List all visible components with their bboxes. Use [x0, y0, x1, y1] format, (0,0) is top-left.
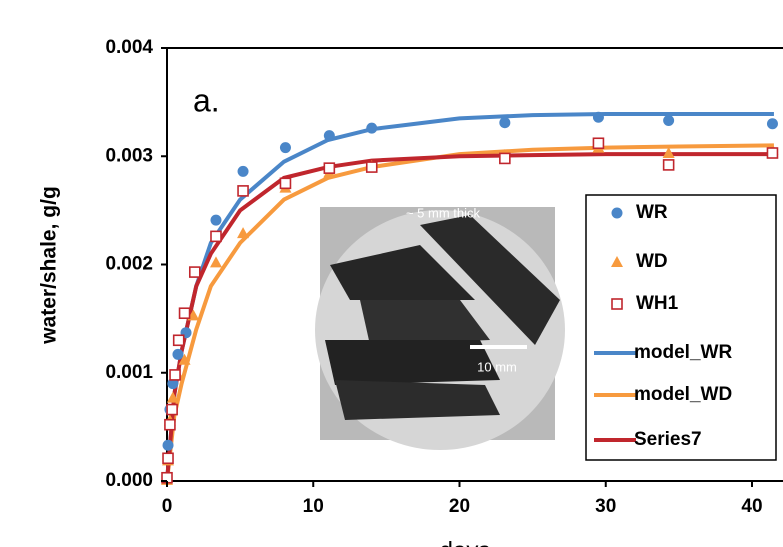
- inset-photo: [315, 207, 565, 450]
- point: [188, 266, 201, 278]
- point: [237, 227, 250, 239]
- point: [209, 256, 222, 268]
- point: [663, 115, 675, 127]
- legend-swatch: [611, 256, 623, 267]
- legend-label: WR: [636, 202, 668, 223]
- x-axis-label: days: [440, 537, 491, 547]
- point: [499, 117, 511, 129]
- point: [162, 439, 174, 451]
- x-tick-label: 40: [741, 496, 762, 517]
- x-tick-label: 30: [595, 496, 616, 517]
- y-tick-label: 0.004: [105, 37, 153, 58]
- point: [178, 353, 191, 365]
- point: [366, 122, 378, 134]
- point: [166, 391, 179, 403]
- x-tick-label: 10: [303, 496, 324, 517]
- panel-label: a.: [193, 82, 220, 118]
- point: [167, 378, 179, 390]
- point: [662, 159, 675, 171]
- legend-label: model_WR: [634, 342, 732, 363]
- point: [323, 130, 335, 142]
- point: [172, 348, 184, 360]
- x-tick-label: 20: [449, 496, 470, 517]
- point: [172, 334, 185, 347]
- y-tick-label: 0.001: [105, 362, 153, 383]
- legend-label: WH1: [636, 293, 679, 314]
- legend: [585, 194, 777, 461]
- point: [592, 137, 605, 150]
- point: [662, 147, 675, 159]
- point: [164, 418, 176, 431]
- inset-caption: ~ 5 mm thick: [406, 205, 481, 220]
- point: [365, 161, 378, 173]
- y-tick-label: 0.003: [105, 145, 153, 166]
- point: [766, 147, 779, 159]
- legend-swatch: [611, 298, 623, 310]
- x-tick-label: 0: [162, 496, 173, 517]
- point: [237, 165, 249, 177]
- y-axis-label: water/shale, g/g: [38, 186, 61, 345]
- legend-swatch: [611, 207, 623, 219]
- point: [162, 452, 174, 465]
- y-tick-label: 0.002: [105, 254, 153, 275]
- legend-label: model_WD: [634, 384, 732, 405]
- point: [237, 185, 249, 197]
- point: [279, 177, 292, 190]
- point: [279, 142, 291, 154]
- point: [499, 152, 511, 165]
- point: [210, 214, 222, 226]
- point: [169, 369, 181, 381]
- point: [323, 162, 336, 174]
- point: [592, 111, 604, 123]
- y-tick-label: 0.000: [105, 470, 153, 491]
- legend-label: WD: [636, 251, 668, 272]
- point: [166, 403, 178, 416]
- scale-label: 10 mm: [477, 359, 517, 374]
- legend-label: Series7: [634, 429, 702, 450]
- point: [178, 307, 191, 320]
- point: [766, 118, 778, 130]
- point: [210, 230, 222, 243]
